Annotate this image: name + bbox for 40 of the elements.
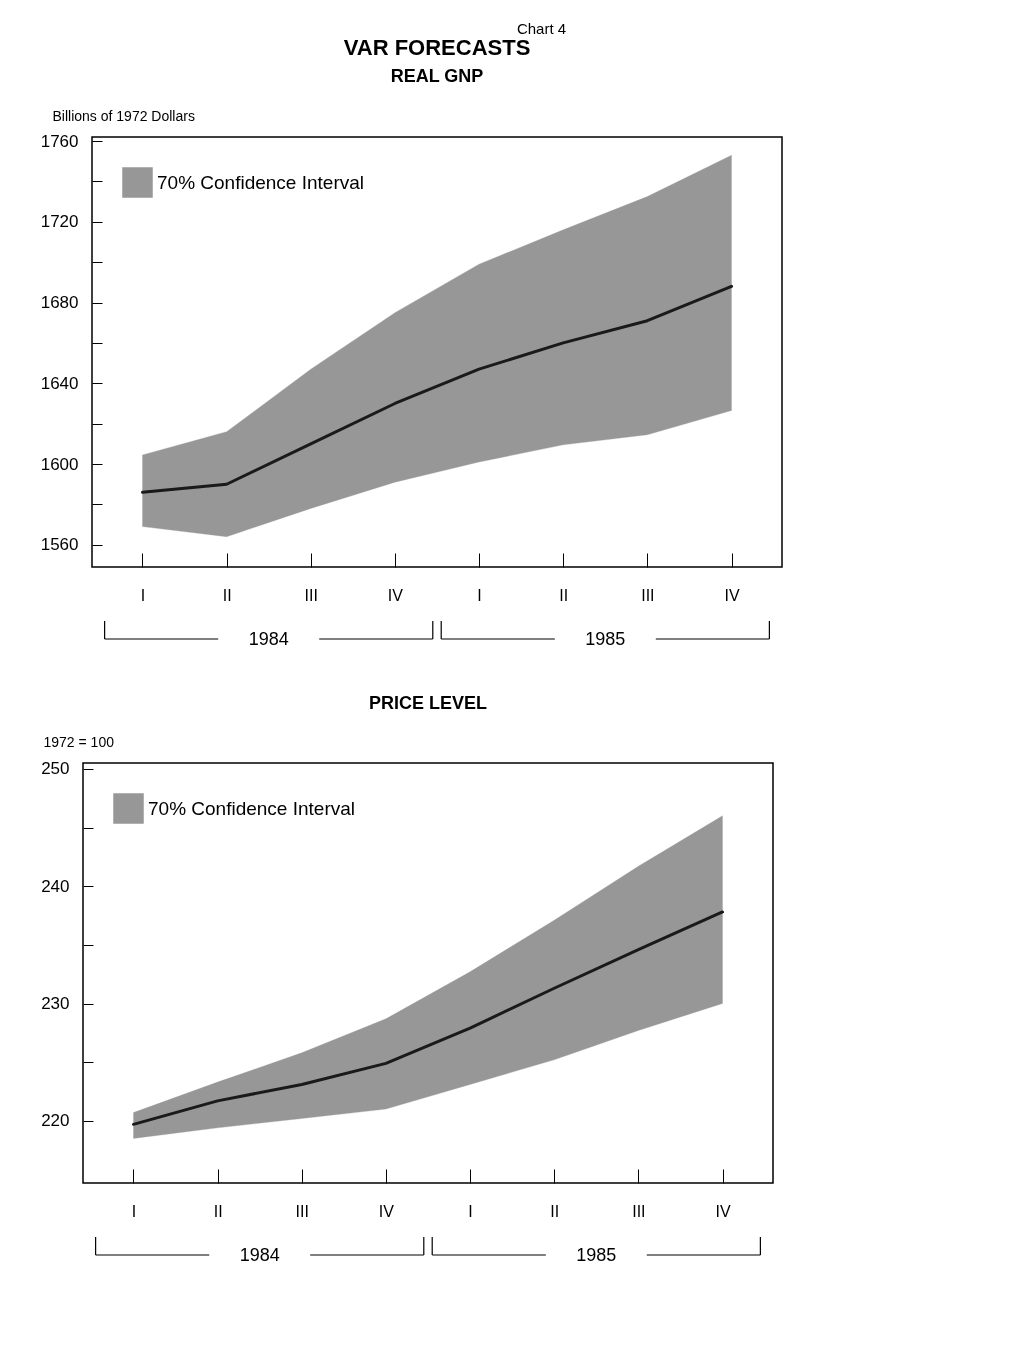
x-tick-label: III xyxy=(641,586,655,604)
y-tick-label: 250 xyxy=(41,759,70,779)
text: 1985 xyxy=(585,629,626,649)
line-series xyxy=(140,284,734,494)
x-tick-label: IV xyxy=(715,1202,731,1220)
y-axis-title: 1972 = 100 xyxy=(43,733,115,750)
x-tick-label: II xyxy=(559,586,569,604)
y-tick-label: 240 xyxy=(41,876,70,896)
x-tick-label: I xyxy=(140,586,146,604)
x-tick-label: III xyxy=(295,1202,309,1220)
chart-title: VAR FORECASTS xyxy=(343,35,531,60)
x-tick-label: I xyxy=(468,1202,473,1220)
text: 1984 xyxy=(248,629,289,649)
text: 1985 xyxy=(576,1245,617,1265)
legend-label: 70% Confidence Interval xyxy=(157,171,365,193)
x-tick-label: I xyxy=(131,1202,137,1220)
x-tick-label: II xyxy=(550,1202,560,1220)
y-tick-label: 1680 xyxy=(40,293,79,313)
x-tick-label: III xyxy=(632,1202,646,1220)
y-tick-label: 220 xyxy=(41,1111,70,1131)
x-tick-label: II xyxy=(222,586,232,604)
text: 1984 xyxy=(239,1245,280,1265)
y-tick-label: 1560 xyxy=(40,535,79,555)
y-tick-label: 1640 xyxy=(40,373,79,393)
line-series xyxy=(131,910,725,1126)
legend-label: 70% Confidence Interval xyxy=(148,797,356,819)
x-tick-label: IV xyxy=(724,586,740,604)
x-tick-label: I xyxy=(477,586,482,604)
x-tick-label: IV xyxy=(387,586,404,604)
y-tick-label: 1720 xyxy=(40,212,79,232)
x-tick-label: III xyxy=(304,586,318,604)
y-axis-title: Billions of 1972 Dollars xyxy=(52,107,195,124)
y-tick-label: 1760 xyxy=(40,131,79,151)
caption: Chart 4 xyxy=(515,19,568,37)
x-tick-label: IV xyxy=(378,1202,395,1220)
chart-subtitle: PRICE LEVEL xyxy=(368,693,488,713)
y-tick-label: 230 xyxy=(41,994,70,1013)
chart-subtitle: REAL GNP xyxy=(390,66,484,86)
x-tick-label: II xyxy=(213,1202,223,1220)
y-tick-label: 1600 xyxy=(40,454,79,474)
